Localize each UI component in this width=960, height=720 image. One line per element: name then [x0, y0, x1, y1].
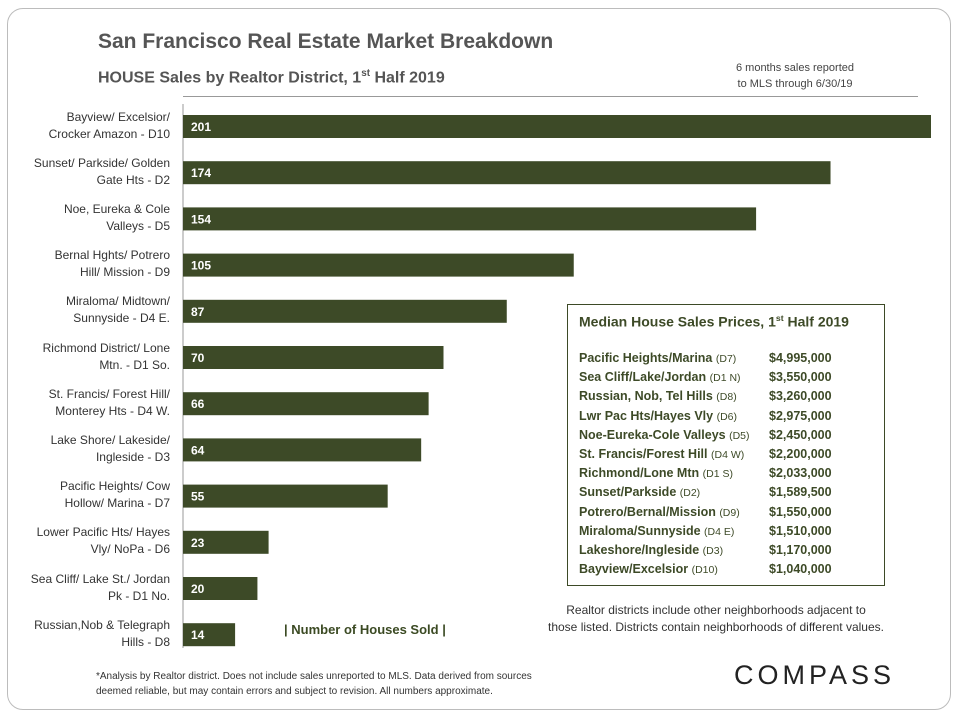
bar-value-label-2: 154	[191, 212, 211, 226]
median-price: $2,200,000	[769, 447, 832, 461]
median-price: $1,589,500	[769, 485, 832, 500]
category-label-5: Richmond District/ Lone Mtn. - D1 So.	[42, 340, 170, 372]
district-name: Richmond/Lone Mtn	[579, 466, 703, 481]
category-label-3: Bernal Hghts/ Potrero Hill/ Mission - D9	[54, 248, 170, 280]
bar-value-label-6: 66	[191, 397, 205, 411]
footnote: *Analysis by Realtor district. Does not …	[96, 671, 532, 697]
bar-value-label-10: 20	[191, 582, 205, 596]
district-code: (D10)	[691, 564, 718, 577]
realtor-district-note: Realtor districts include other neighbor…	[548, 603, 884, 634]
median-price-row: Noe-Eureka-Cole Valleys (D5) $2,450,000	[579, 427, 832, 447]
bar-value-label-0: 201	[191, 120, 211, 134]
district-code: (D1 N)	[709, 372, 741, 385]
bar-value-label-9: 23	[191, 536, 205, 550]
category-label-9: Lower Pacific Hts/ Hayes Vly/ NoPa - D6	[36, 525, 170, 557]
median-price: $4,995,000	[769, 351, 832, 365]
bar-value-label-3: 105	[191, 259, 211, 273]
district-name: Miraloma/Sunnyside	[579, 523, 705, 538]
median-price-row: Russian, Nob, Tel Hills (D8) $3,260,000	[579, 389, 832, 408]
bar-value-label-7: 64	[191, 443, 205, 457]
category-label-1: Sunset/ Parkside/ Golden Gate Hts - D2	[33, 155, 170, 187]
bar-8	[183, 484, 388, 508]
median-price-row: Sea Cliff/Lake/Jordan (D1 N) $3,550,000	[579, 370, 832, 389]
district-name: Russian, Nob, Tel Hills	[579, 389, 717, 404]
category-label-6: St. Francis/ Forest Hill/Monterey Hts - …	[48, 386, 170, 418]
district-name: Lwr Pac Hts/Hayes Vly	[579, 408, 717, 423]
district-name: Sunset/Parkside	[579, 485, 680, 500]
district-name: St. Francis/Forest Hill	[579, 447, 711, 461]
median-price: $2,975,000	[769, 408, 832, 423]
bar-5	[183, 346, 444, 369]
bar-value-label-11: 14	[191, 628, 205, 642]
median-price-row: Pacific Heights/Marina (D7) $4,995,000	[579, 351, 832, 370]
median-box-title: Median House Sales Prices, 1st Half 2019	[579, 313, 849, 330]
median-price: $1,040,000	[769, 562, 832, 577]
district-name: Pacific Heights/Marina	[579, 351, 716, 365]
district-code: (D4 E)	[704, 525, 735, 538]
median-price: $1,550,000	[769, 504, 832, 519]
bar-11	[183, 623, 236, 647]
district-name: Lakeshore/Ingleside	[579, 543, 703, 557]
bar-4	[183, 299, 507, 323]
district-code: (D5)	[729, 429, 750, 442]
chart-subtitle: HOUSE Sales by Realtor District, 1st Hal…	[98, 68, 445, 87]
bar-0	[183, 115, 931, 138]
district-code: (D9)	[719, 506, 740, 519]
median-price: $3,550,000	[769, 370, 832, 385]
district-name: Sea Cliff/Lake/Jordan	[579, 370, 710, 385]
median-price-row: Richmond/Lone Mtn (D1 S) $2,033,000	[579, 466, 832, 485]
district-code: (D8)	[716, 391, 737, 404]
district-name: Noe-Eureka-Cole Valleys	[579, 427, 730, 442]
median-price-row: Miraloma/Sunnyside (D4 E) $1,510,000	[579, 523, 832, 543]
bar-10	[183, 577, 258, 600]
chart-title: San Francisco Real Estate Market Breakdo…	[98, 30, 554, 53]
median-price: $1,510,000	[769, 523, 832, 538]
district-code: (D4 W)	[710, 449, 745, 461]
slide-frame	[7, 8, 951, 710]
category-label-4: Miraloma/ Midtown/Sunnyside - D4 E.	[65, 294, 170, 326]
bar-value-label-5: 70	[191, 351, 205, 365]
category-label-7: Lake Shore/ Lakeside/Ingleside - D3	[50, 432, 170, 464]
district-code: (D6)	[716, 410, 737, 423]
median-price: $2,450,000	[769, 427, 832, 442]
median-price-row: Lakeshore/Ingleside (D3) $1,170,000	[579, 543, 832, 562]
bar-value-label-1: 174	[191, 166, 211, 180]
header-rule	[183, 96, 918, 97]
bar-value-label-8: 55	[191, 490, 205, 504]
district-code: (D7)	[715, 353, 737, 365]
category-label-11: Russian,Nob & Telegraph Hills - D8	[34, 617, 170, 649]
district-code: (D2)	[679, 487, 701, 500]
category-label-2: Noe, Eureka & Cole Valleys - D5	[63, 201, 170, 233]
bar-1	[183, 161, 831, 185]
compass-logo: COMPASS	[734, 660, 896, 690]
bar-7	[183, 438, 422, 462]
district-name: Potrero/Bernal/Mission	[579, 504, 720, 519]
bar-6	[183, 392, 429, 416]
axis-caption: | Number of Houses Sold |	[284, 622, 446, 637]
category-label-10: Sea Cliff/ Lake St./ Jordan Pk - D1 No.	[30, 571, 170, 603]
district-code: (D3)	[702, 545, 724, 557]
category-label-8: Pacific Heights/ Cow Hollow/ Marina - D7	[59, 479, 170, 511]
district-name: Bayview/Excelsior	[579, 562, 692, 577]
median-price-row: Bayview/Excelsior (D10) $1,040,000	[579, 562, 832, 581]
median-prices-box: Median House Sales Prices, 1st Half 2019…	[567, 304, 885, 586]
district-code: (D1 S)	[702, 468, 733, 481]
median-price-row: St. Francis/Forest Hill (D4 W) $2,200,000	[579, 447, 832, 466]
median-price-row: Lwr Pac Hts/Hayes Vly (D6) $2,975,000	[579, 408, 832, 428]
sales-period-note: 6 months sales reported to MLS through 6…	[735, 62, 854, 90]
bar-3	[183, 253, 574, 277]
bar-9	[183, 530, 269, 554]
median-price-row: Potrero/Bernal/Mission (D9) $1,550,000	[579, 504, 832, 524]
median-price: $3,260,000	[769, 389, 832, 404]
bar-value-label-4: 87	[191, 305, 205, 319]
median-price-row: Sunset/Parkside (D2) $1,589,500	[579, 485, 832, 504]
median-price: $2,033,000	[769, 466, 832, 481]
category-label-0: Bayview/ Excelsior/Crocker Amazon - D10	[48, 109, 170, 141]
bar-2	[183, 207, 757, 231]
median-price: $1,170,000	[769, 543, 832, 557]
